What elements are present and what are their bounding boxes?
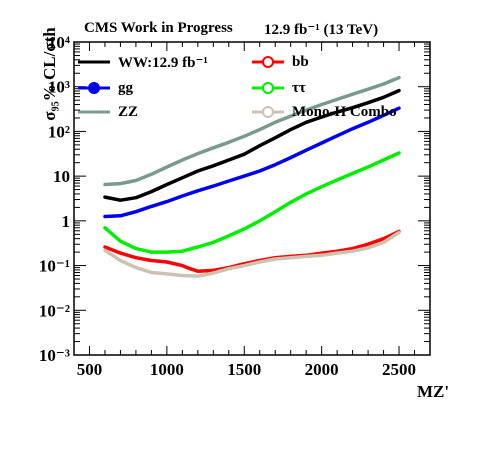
legend-item-bb: bb: [252, 52, 309, 72]
y-tick-label: 10⁻²: [39, 301, 70, 320]
legend-marker-icon: [78, 82, 110, 94]
legend-label: WW:12.9 fb⁻¹: [118, 54, 208, 71]
legend-item-gg: gg: [78, 78, 133, 98]
legend-line-icon: [78, 110, 110, 114]
series-line-mono-h-combo: [103, 230, 401, 278]
legend-label: bb: [292, 53, 309, 70]
y-tick-label: 1: [62, 212, 71, 231]
y-tick-label: 10⁻³: [39, 346, 70, 365]
legend-marker-icon: [252, 106, 284, 118]
y-tick-label: 10³: [48, 78, 70, 97]
y-tick-label: 10: [53, 167, 70, 186]
luminosity-label: 12.9 fb⁻¹ (13 TeV): [264, 22, 379, 38]
experiment-label: CMS Work in Progress: [84, 20, 233, 36]
legend-item-mono-h-combo: Mono-H Combo: [252, 102, 397, 122]
series-line-tautau: [103, 151, 401, 254]
series-line-bb: [103, 229, 401, 273]
legend-item-ww: WW:12.9 fb⁻¹: [78, 52, 208, 72]
x-tick-label: 1500: [227, 360, 261, 379]
series-line-zz: [103, 75, 401, 187]
legend-label: ττ: [292, 79, 306, 96]
legend-label: gg: [118, 79, 133, 96]
legend-item-tautau: ττ: [252, 78, 306, 98]
tick-labels: 500 1000 1500 2000 2500 10⁻³ 10⁻² 10⁻¹ 1 10 10² 10³…: [39, 33, 416, 379]
x-tick-label: 2500: [382, 360, 416, 379]
y-tick-label: 10²: [48, 122, 70, 141]
plot-frame: [73, 41, 431, 356]
y-axis-label: σ₉₅% CL/σth: [40, 27, 59, 121]
series-line-gg: [103, 106, 401, 219]
legend-label: ZZ: [118, 103, 139, 120]
series-line-ww-12-9-fb: [103, 88, 401, 202]
legend-label: Mono-H Combo: [292, 103, 397, 120]
legend-item-zz: ZZ: [78, 102, 138, 122]
legend-marker-icon: [252, 82, 284, 94]
legend-line-icon: [78, 60, 110, 64]
x-tick-label: 1000: [150, 360, 184, 379]
x-tick-label: 500: [77, 360, 103, 379]
x-axis-label: MZ': [417, 382, 450, 401]
legend-marker-icon: [252, 56, 284, 68]
x-tick-label: 2000: [305, 360, 339, 379]
limit-curves: [103, 75, 401, 278]
axis-ticks: [73, 41, 431, 356]
y-tick-label: 10⁻¹: [39, 257, 70, 276]
y-tick-label: 10⁴: [48, 33, 70, 52]
